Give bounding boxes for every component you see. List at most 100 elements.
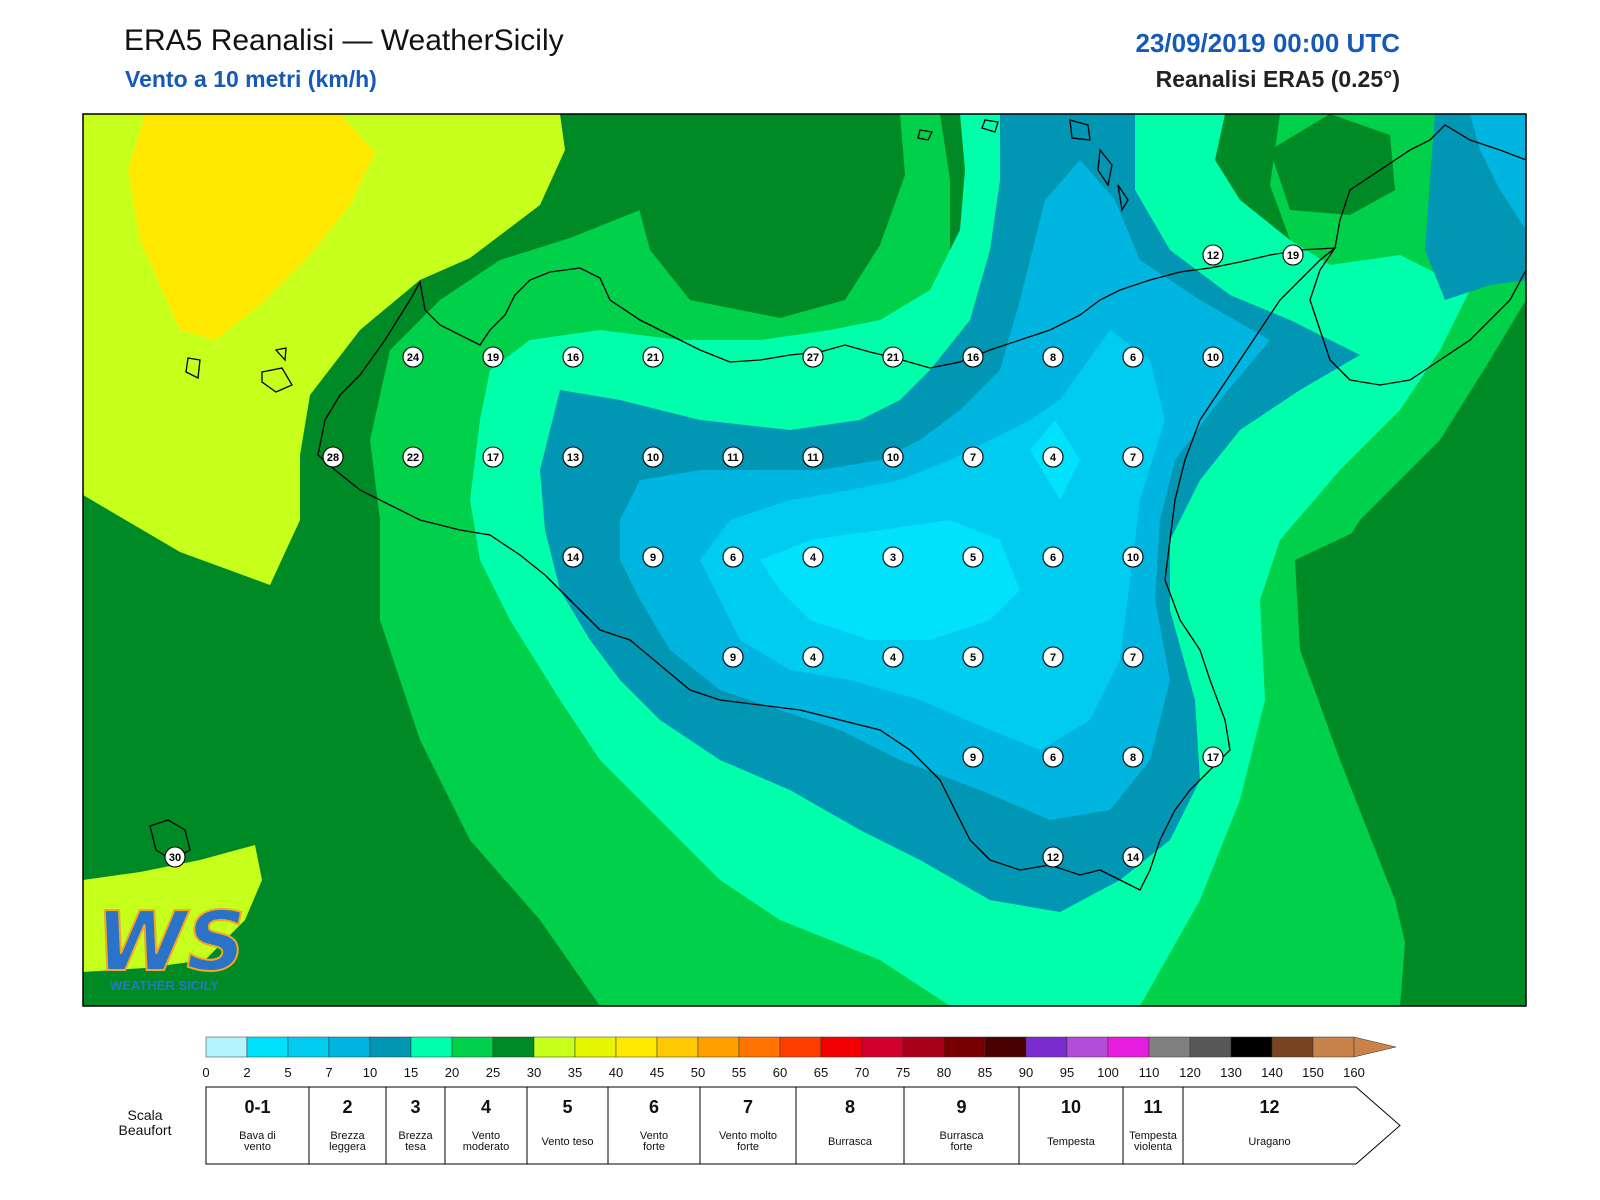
station-marker-circle: [562, 446, 584, 468]
color-scale-tick: 120: [1179, 1065, 1201, 1080]
station-value: 10: [1127, 552, 1139, 564]
beaufort-class: 4 Vento moderato: [444, 1086, 528, 1165]
beaufort-number: 6: [649, 1097, 659, 1117]
station-marker: 27: [802, 346, 824, 368]
color-scale-tick: 100: [1097, 1065, 1119, 1080]
station-marker-circle: [722, 646, 744, 668]
station-marker-circle: [1202, 346, 1224, 368]
station-value: 8: [1130, 752, 1136, 764]
station-value: 7: [1050, 652, 1056, 664]
station-marker: 6: [722, 546, 744, 568]
beaufort-class: 10 Tempesta: [1018, 1086, 1124, 1165]
beaufort-class: 2 Brezza leggera: [308, 1086, 387, 1165]
field-25-30-e: [1295, 420, 1526, 1006]
beaufort-description: Vento moderato: [463, 1130, 509, 1153]
color-swatch: [902, 1036, 945, 1058]
beaufort-number: 2: [342, 1097, 352, 1117]
beaufort-number: 4: [481, 1097, 491, 1117]
field-25-30-ne: [1270, 114, 1395, 215]
calabria-coastline: [1309, 124, 1526, 386]
color-scale-tick: 50: [691, 1065, 705, 1080]
color-scale: 0 2 5 7 10 15 20 25 30 35 40 45 50 55 60 65 70 75 80 85 90 95…: [202, 1036, 1397, 1080]
color-swatch: [1312, 1036, 1355, 1058]
station-value: 7: [1130, 652, 1136, 664]
beaufort-class: 8 Burrasca: [795, 1086, 905, 1165]
station-value: 4: [810, 552, 817, 564]
station-marker-circle: [802, 346, 824, 368]
color-scale-tick: 60: [773, 1065, 787, 1080]
station-value: 10: [1207, 352, 1219, 364]
station-marker: 12: [1202, 244, 1224, 266]
station-marker: 19: [482, 346, 504, 368]
station-marker-circle: [482, 346, 504, 368]
station-value: 4: [1050, 452, 1057, 464]
station-marker-circle: [402, 346, 424, 368]
color-swatch: [615, 1036, 658, 1058]
color-scale-tick: 20: [445, 1065, 459, 1080]
station-marker-circle: [882, 646, 904, 668]
color-scale-tick: 2: [243, 1065, 250, 1080]
color-swatch: [451, 1036, 494, 1058]
color-scale-tick: 35: [568, 1065, 582, 1080]
station-marker: 6: [1042, 546, 1064, 568]
station-marker: 14: [562, 546, 584, 568]
station-marker: 19: [1282, 244, 1304, 266]
color-swatch: [1148, 1036, 1191, 1058]
station-marker-circle: [1122, 846, 1144, 868]
station-value: 16: [567, 352, 579, 364]
station-marker-circle: [882, 346, 904, 368]
station-marker-circle: [562, 546, 584, 568]
color-swatch: [410, 1036, 453, 1058]
beaufort-number: 12: [1259, 1097, 1279, 1117]
station-marker-circle: [1042, 546, 1064, 568]
station-marker: 8: [1042, 346, 1064, 368]
station-marker: 9: [962, 746, 984, 768]
beaufort-class: 11 Tempesta violenta: [1122, 1086, 1184, 1165]
color-swatch: [574, 1036, 617, 1058]
beaufort-class: 5 Vento teso: [526, 1086, 609, 1165]
station-marker-circle: [962, 346, 984, 368]
beaufort-description: Vento molto forte: [719, 1130, 777, 1153]
station-value: 12: [1207, 250, 1219, 262]
station-marker-circle: [1122, 646, 1144, 668]
station-marker-circle: [1122, 546, 1144, 568]
ws-logo-text: WEATHER SICILY: [110, 978, 219, 993]
beaufort-description: Brezza leggera: [329, 1130, 367, 1153]
station-marker-circle: [642, 346, 664, 368]
station-value: 22: [407, 452, 419, 464]
color-swatch: [1189, 1036, 1232, 1058]
station-value: 9: [650, 552, 656, 564]
station-marker: 7: [1122, 446, 1144, 468]
color-scale-tick: 140: [1261, 1065, 1283, 1080]
color-scale-tick: 150: [1302, 1065, 1324, 1080]
color-scale-tick: 55: [732, 1065, 746, 1080]
beaufort-class: 7 Vento molto forte: [699, 1086, 797, 1165]
station-marker-circle: [402, 446, 424, 468]
color-scale-tick: 0: [202, 1065, 209, 1080]
color-swatch: [492, 1036, 535, 1058]
beaufort-cell: [526, 1086, 609, 1165]
station-marker-circle: [802, 446, 824, 468]
station-marker: 4: [802, 546, 824, 568]
station-marker: 10: [1122, 546, 1144, 568]
station-marker-circle: [882, 546, 904, 568]
station-value: 19: [1287, 250, 1299, 262]
beaufort-cell: [607, 1086, 701, 1165]
beaufort-cell: [444, 1086, 528, 1165]
eolie-islands: [917, 119, 1129, 212]
station-marker: 9: [642, 546, 664, 568]
station-marker: 9: [722, 646, 744, 668]
beaufort-description: Tempesta violenta: [1129, 1130, 1178, 1153]
beaufort-class: 3 Brezza tesa: [385, 1086, 446, 1165]
station-marker: 17: [482, 446, 504, 468]
station-marker: 21: [882, 346, 904, 368]
color-swatch: [246, 1036, 289, 1058]
station-marker-circle: [882, 446, 904, 468]
color-swatch: [1230, 1036, 1273, 1058]
station-value: 6: [1050, 552, 1056, 564]
station-marker-circle: [1202, 746, 1224, 768]
beaufort-number: 3: [410, 1097, 420, 1117]
ws-logo-letters: WS: [96, 895, 246, 990]
beaufort-cell: [1122, 1086, 1184, 1165]
